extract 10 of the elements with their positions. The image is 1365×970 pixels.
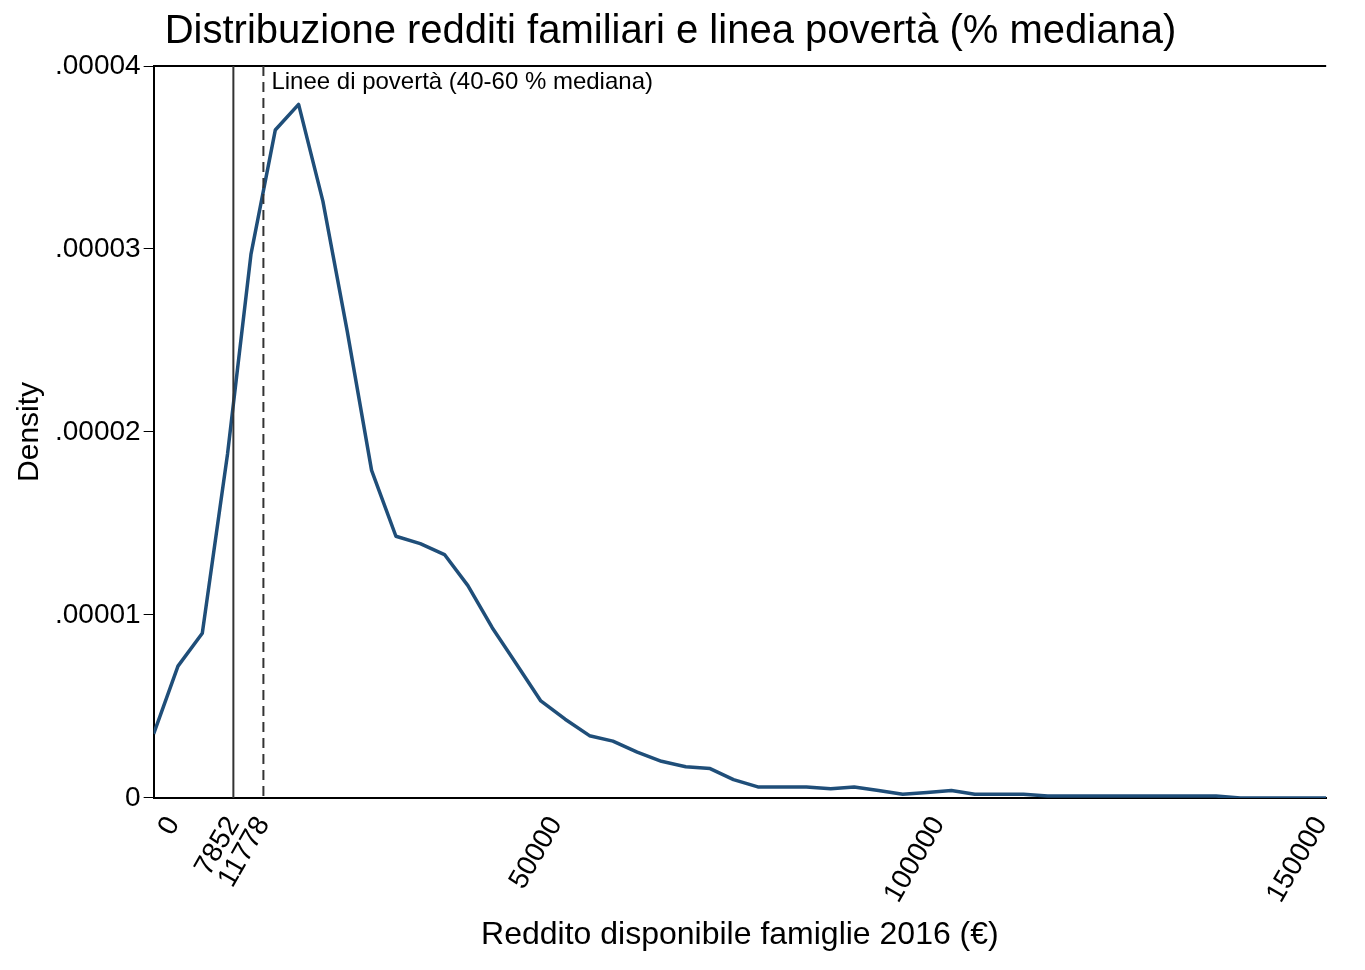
y-tick-label: .00002 <box>55 414 141 446</box>
y-tick-label: .00003 <box>55 231 141 263</box>
y-axis-title: Density <box>11 381 45 482</box>
y-tick-label: .00001 <box>55 597 141 629</box>
y-tick-label: 0 <box>125 780 141 812</box>
x-axis-title: Reddito disponibile famiglie 2016 (€) <box>481 914 999 951</box>
y-tick-label: .00004 <box>55 48 141 80</box>
ref-line-label: Linee di povertà (40-60 % mediana) <box>271 66 653 94</box>
x-tick-label: 0 <box>150 810 186 840</box>
chart-title: Distribuzione redditi familiari e linea povertà (% mediana) <box>164 7 1177 52</box>
